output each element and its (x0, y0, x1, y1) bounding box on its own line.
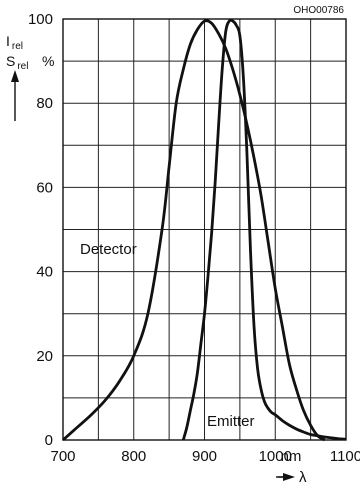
y-tick-label: 20 (36, 348, 53, 365)
y-title-s: S (6, 53, 15, 69)
x-tick-label: 800 (121, 448, 146, 465)
x-unit: nm (281, 448, 302, 465)
y-unit: % (42, 53, 54, 69)
x-tick-label: 900 (192, 448, 217, 465)
series-line-emitter (181, 18, 347, 441)
x-tick-label: 700 (50, 448, 75, 465)
figure-code: OHO00786 (293, 5, 344, 16)
x-tick-label: 1000 (259, 448, 292, 465)
y-axis-arrow-head (11, 70, 19, 82)
tick-labels: 700 800 900 1000 1100 0 20 40 60 80 100 (28, 11, 360, 465)
y-title-i: I (6, 33, 10, 49)
y-tick-label: 60 (36, 179, 53, 196)
y-title-i-sub: rel (12, 41, 23, 52)
plot-frame (62, 18, 347, 441)
curves (62, 18, 347, 442)
y-tick-label: 80 (36, 95, 53, 112)
y-tick-label: 100 (28, 11, 53, 28)
detector-label: Detector (80, 241, 137, 258)
x-axis-title: λ (276, 469, 307, 486)
grid (62, 18, 347, 441)
y-title-s-sub: rel (17, 61, 28, 72)
x-axis-arrow-head (283, 473, 295, 481)
y-tick-label: 40 (36, 264, 53, 281)
x-axis-label: λ (299, 469, 307, 486)
y-tick-label: 0 (45, 432, 53, 449)
series-line-detector (62, 19, 326, 442)
x-tick-label: 1100 (330, 448, 360, 465)
emitter-label: Emitter (207, 413, 255, 430)
